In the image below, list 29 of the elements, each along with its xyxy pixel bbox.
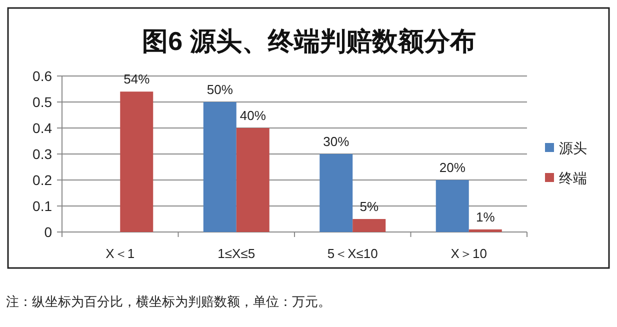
- legend-label: 源头: [559, 140, 587, 156]
- y-tick-label: 0.4: [32, 120, 52, 136]
- data-label: 30%: [323, 134, 350, 149]
- legend-label: 终端: [559, 170, 587, 186]
- x-tick-label: X＞10: [450, 246, 487, 261]
- data-label: 1%: [476, 209, 496, 224]
- bar: [468, 229, 502, 232]
- bar: [236, 128, 270, 232]
- data-label: 50%: [206, 82, 234, 97]
- data-label: 54%: [124, 72, 150, 87]
- y-tick-label: 0.3: [32, 146, 52, 162]
- y-tick-label: 0.6: [32, 68, 52, 84]
- bar: [203, 102, 236, 232]
- x-tick-label: 1≤X≤5: [218, 246, 256, 261]
- text: 注：纵坐标为百分比，横坐标为判赔数额，单位：万元。: [6, 294, 331, 309]
- data-label: 20%: [439, 160, 466, 175]
- bar: [320, 154, 353, 232]
- x-tick-label: X＜1: [106, 246, 135, 261]
- y-tick-label: 0.2: [32, 172, 52, 188]
- bar: [120, 92, 154, 232]
- data-label: 5%: [360, 199, 379, 214]
- y-tick-label: 0.1: [32, 198, 52, 214]
- y-tick-label: 0.5: [32, 94, 52, 110]
- data-label: 40%: [240, 108, 266, 123]
- bar: [436, 180, 469, 232]
- chart-title: 图6 源头、终端判赔数额分布: [142, 26, 476, 56]
- y-tick-label: 0: [44, 224, 52, 240]
- bar: [352, 219, 386, 232]
- x-tick-label: 5＜X≤10: [327, 246, 378, 261]
